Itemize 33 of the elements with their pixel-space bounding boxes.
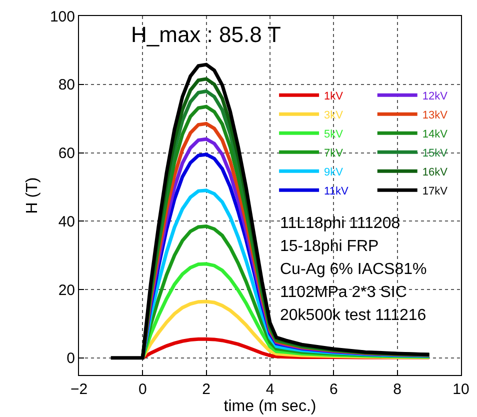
legend-label: 15kV bbox=[422, 147, 448, 160]
annotation: H_max : 85.8 T bbox=[131, 22, 281, 47]
legend-label: 14kV bbox=[422, 128, 448, 140]
y-tick-label: 40 bbox=[58, 213, 75, 230]
legend-label: 11kV bbox=[324, 185, 349, 198]
legend-label: 7kV bbox=[324, 147, 344, 160]
x-tick-label: 4 bbox=[266, 381, 274, 398]
legend-label: 5kV bbox=[324, 128, 344, 140]
legend-label: 12kV bbox=[422, 90, 448, 102]
y-tick-label: 80 bbox=[58, 76, 75, 94]
x-tick-label: 10 bbox=[452, 381, 470, 398]
annotation: 15-18phi FRP bbox=[280, 238, 379, 255]
y-tick-label: 100 bbox=[50, 8, 75, 26]
legend-label: 17kV bbox=[422, 185, 448, 198]
y-tick-label: 0 bbox=[66, 350, 75, 368]
legend-label: 16kV bbox=[422, 166, 448, 178]
y-tick-label: 60 bbox=[58, 145, 75, 162]
x-tick-label: 6 bbox=[330, 381, 338, 398]
annotation: Cu-Ag 6% IACS81% bbox=[280, 261, 427, 278]
y-tick-label: 20 bbox=[58, 282, 75, 299]
annotation: 20k500k test 111216 bbox=[280, 307, 426, 324]
annotation: 11L18phi 111208 bbox=[280, 215, 400, 232]
x-axis-title: time (m sec.) bbox=[224, 398, 316, 415]
legend-label: 1kV bbox=[324, 90, 344, 102]
legend-label: 9kV bbox=[324, 166, 344, 178]
annotation: 1102MPa 2*3 SIC bbox=[280, 284, 407, 301]
legend-label: 13kV bbox=[422, 109, 448, 122]
x-tick-label: 0 bbox=[138, 381, 147, 398]
x-tick-label: 2 bbox=[202, 381, 210, 398]
x-tick-label: −2 bbox=[70, 381, 88, 398]
x-tick-label: 8 bbox=[393, 381, 402, 398]
legend-label: 3kV bbox=[324, 109, 344, 122]
y-axis-title: H (T) bbox=[24, 177, 41, 214]
